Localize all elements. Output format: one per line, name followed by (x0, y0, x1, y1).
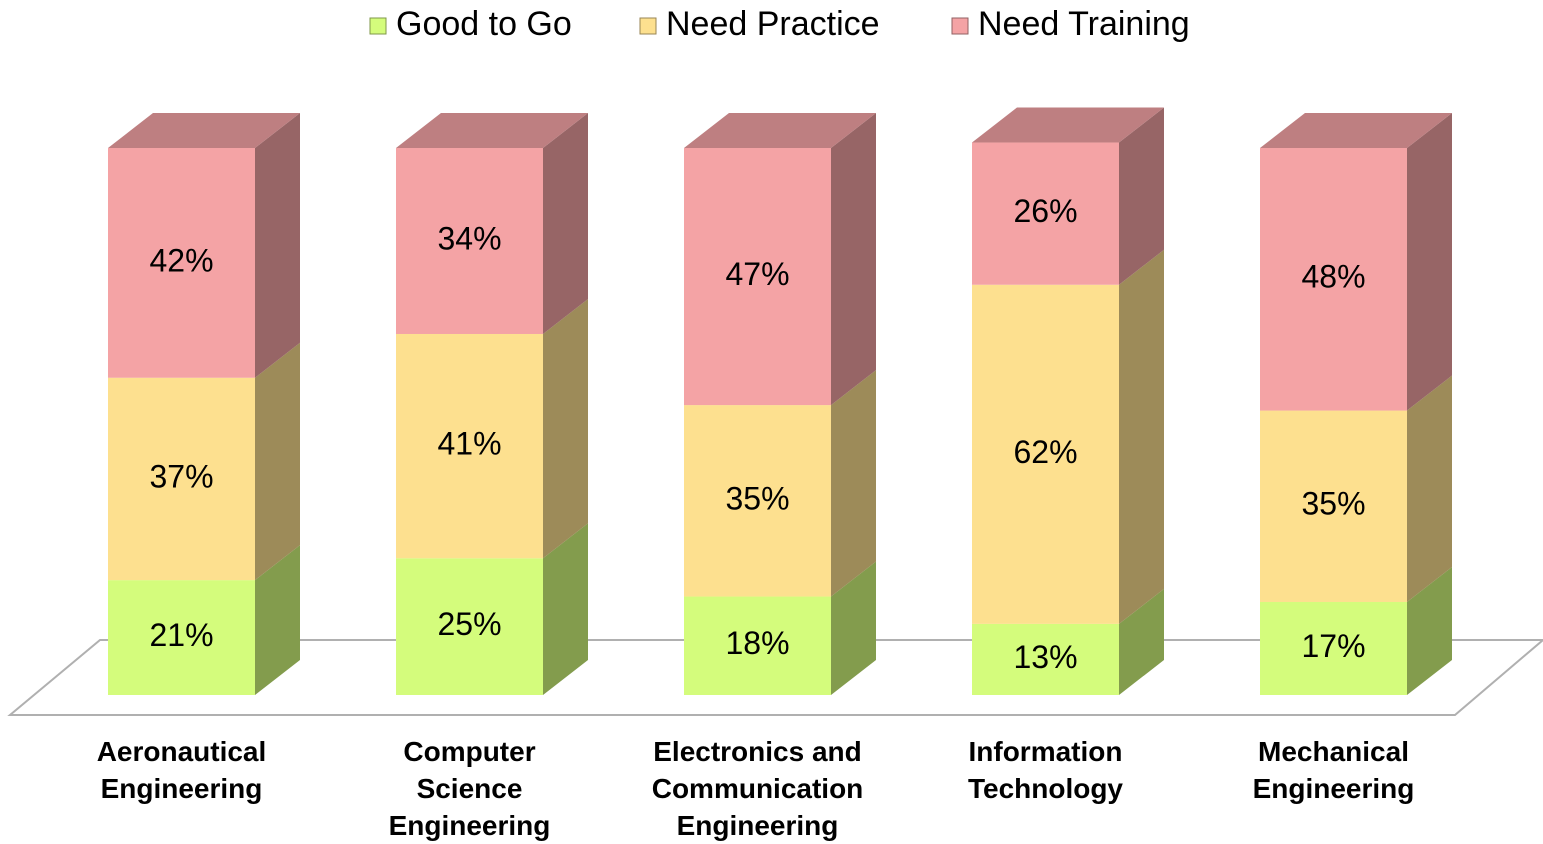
bar-segment (972, 142, 1119, 285)
bar-segment (108, 148, 255, 378)
bar-segment (972, 623, 1119, 695)
bar-side (831, 561, 876, 695)
bar-side (255, 342, 300, 581)
bar-top (972, 107, 1164, 143)
floor (7, 639, 1543, 716)
value-label: 37% (149, 458, 213, 494)
value-label: 41% (437, 426, 501, 462)
category-label: Electronics and Communication Engineerin… (651, 736, 864, 841)
bar-segment (1260, 410, 1407, 603)
bar-segment (108, 580, 255, 695)
bar-top (108, 113, 300, 148)
legend-label: Good to Go (396, 5, 572, 43)
bar-side (543, 298, 588, 559)
legend-swatch (369, 17, 387, 35)
bar-segment (396, 333, 543, 559)
value-label: 35% (1301, 486, 1365, 522)
bar-side (1407, 113, 1452, 411)
value-label: 47% (725, 256, 789, 292)
bar-segment (396, 558, 543, 695)
value-label: 18% (725, 625, 789, 661)
value-label: 34% (437, 220, 501, 256)
bar-segment (396, 148, 543, 334)
value-label: 17% (1301, 628, 1365, 664)
bar-side (831, 370, 876, 597)
bar-segment (108, 377, 255, 581)
category-label: Computer Science Engineering (388, 736, 551, 841)
bar-side (543, 523, 588, 695)
value-label: 35% (725, 480, 789, 516)
bar-side (255, 113, 300, 378)
bar-segment (684, 405, 831, 597)
bar-segment (1260, 148, 1407, 411)
bar-segment (684, 596, 831, 695)
bar-side (543, 113, 588, 334)
bar-segment (684, 148, 831, 406)
value-label: 21% (149, 617, 213, 653)
category-label: Mechanical Engineering (1252, 736, 1415, 804)
category-label: Information Technology (967, 736, 1124, 804)
value-label: 42% (149, 242, 213, 278)
legend-label: Need Practice (666, 5, 880, 43)
value-label: 48% (1301, 259, 1365, 295)
category-label: Aeronautical Engineering (96, 736, 267, 804)
bar-segment (1260, 602, 1407, 695)
bar-side (1119, 107, 1164, 285)
bar-top (684, 113, 876, 148)
legend-swatch (951, 17, 969, 35)
bar-side (255, 545, 300, 695)
legend-label: Need Training (978, 5, 1190, 43)
legend-swatch (639, 17, 657, 35)
value-label: 13% (1013, 639, 1077, 675)
bar-segment (972, 284, 1119, 624)
bar-top (396, 113, 588, 148)
value-label: 62% (1013, 434, 1077, 470)
bar-side (1119, 588, 1164, 695)
bar-side (831, 113, 876, 406)
bar-side (1407, 375, 1452, 603)
value-label: 26% (1013, 193, 1077, 229)
value-label: 25% (437, 606, 501, 642)
bar-top (1260, 113, 1452, 148)
bar-side (1407, 567, 1452, 695)
bar-side (1119, 249, 1164, 624)
